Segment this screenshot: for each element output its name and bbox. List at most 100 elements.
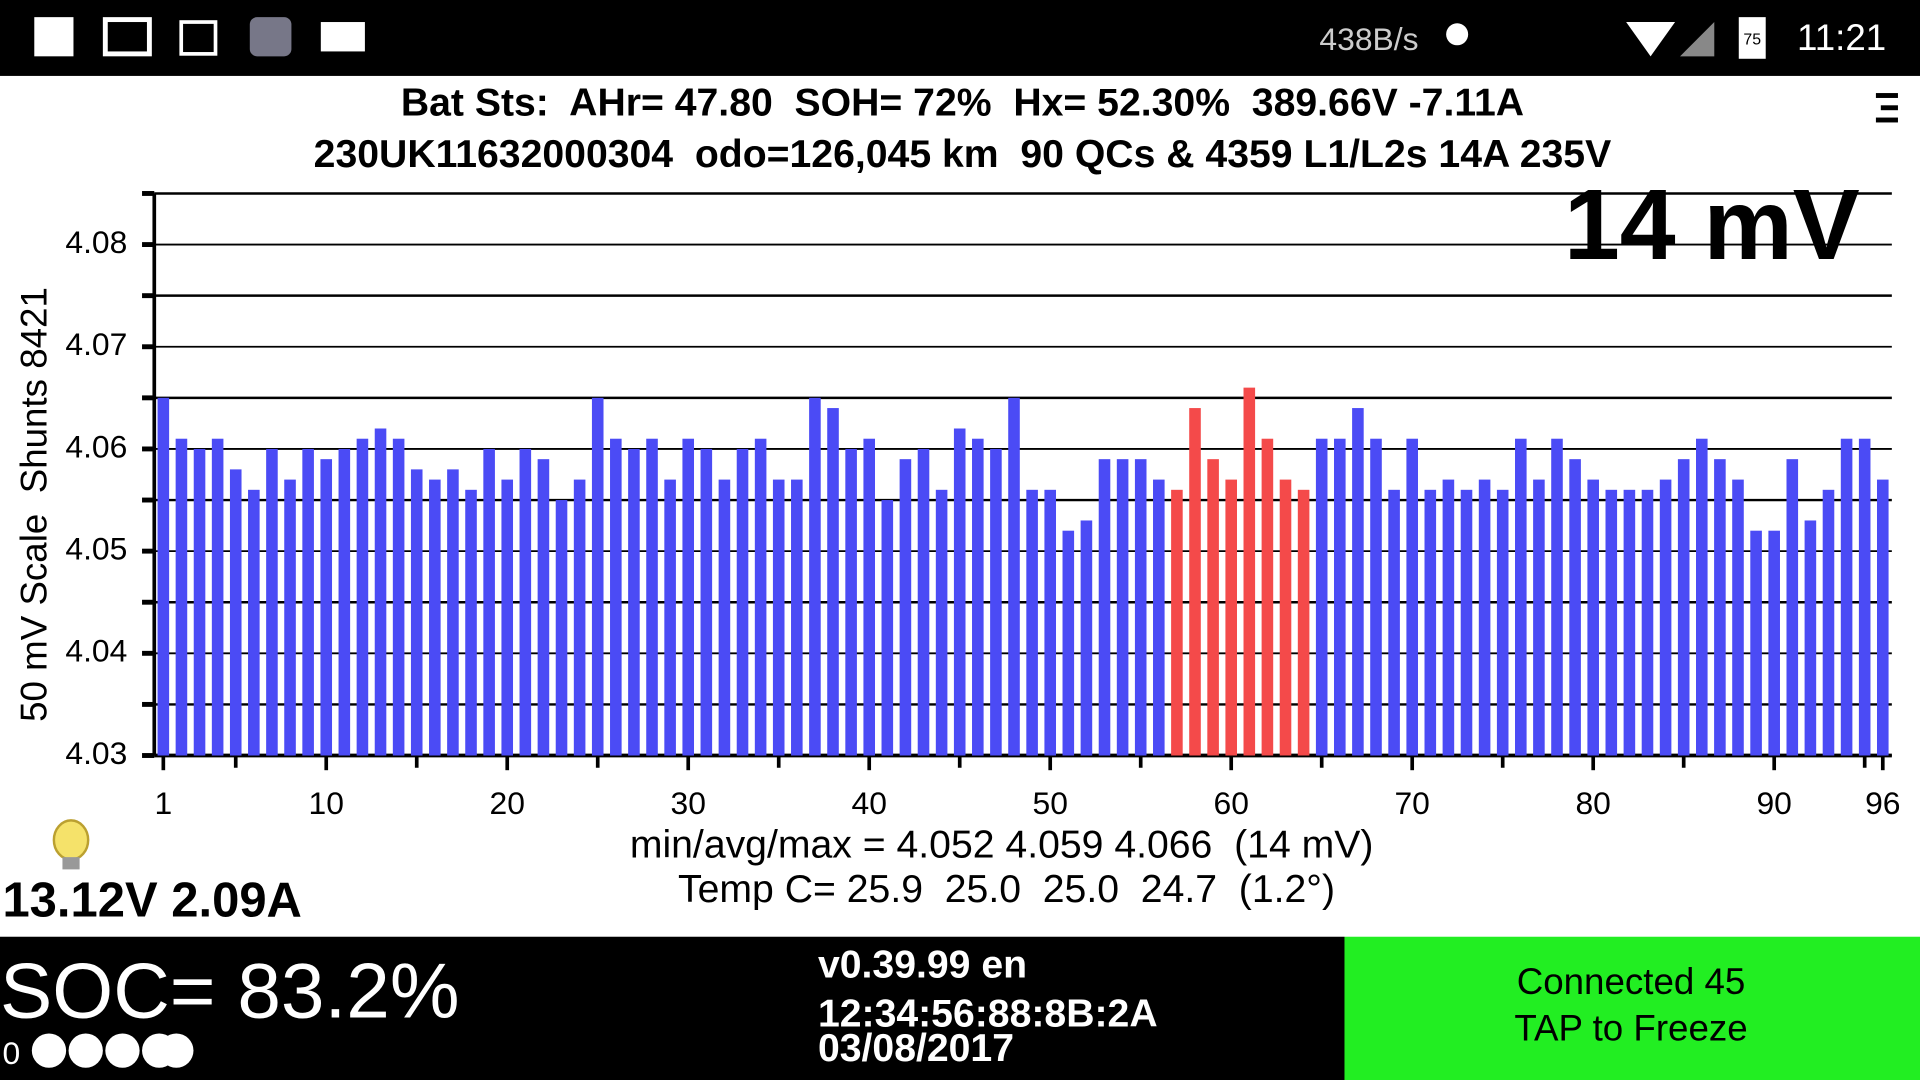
min-avg-max: min/avg/max = 4.052 4.059 4.066 (14 mV)	[630, 824, 1374, 867]
x-tick-label: 30	[671, 785, 706, 821]
bar	[320, 459, 333, 756]
bar	[519, 448, 532, 756]
bar	[175, 438, 188, 756]
gmail-icon	[102, 17, 152, 57]
dots-label: 0	[2, 1035, 20, 1071]
bar	[682, 438, 695, 756]
bar	[809, 397, 821, 756]
gallery-icon	[179, 20, 218, 56]
x-tick-label: 40	[852, 785, 887, 821]
bar	[972, 438, 984, 756]
header-line: 230UK11632000304 odo=126,045 km 90 QCs &…	[314, 133, 1612, 176]
bar	[1858, 438, 1871, 756]
bar	[899, 459, 912, 756]
bar	[1171, 489, 1183, 756]
y-tick-label: 4.05	[65, 531, 127, 567]
location-icon	[1446, 23, 1469, 46]
bar	[193, 448, 206, 756]
mac-address: 12:34:56:88:8B:2A	[818, 993, 1158, 1036]
menu-icon[interactable]	[1875, 93, 1898, 123]
bar	[1261, 438, 1274, 756]
bar	[1098, 459, 1111, 756]
app-icon	[249, 17, 292, 57]
bar	[1460, 489, 1473, 756]
bar	[791, 479, 803, 756]
bar	[664, 479, 676, 756]
bar	[1641, 489, 1654, 756]
dot	[68, 1033, 103, 1068]
bar	[465, 489, 477, 756]
x-tick-label: 50	[1033, 785, 1068, 821]
bar	[1786, 459, 1799, 756]
bar	[1442, 479, 1455, 756]
bar	[1822, 489, 1835, 756]
bar	[845, 448, 857, 756]
bar	[1225, 479, 1237, 756]
bar	[338, 448, 351, 756]
freeze-hint[interactable]: TAP to Freeze	[1514, 1008, 1747, 1049]
x-tick-label: 80	[1575, 785, 1610, 821]
bar	[1315, 438, 1328, 756]
header-line: Bat Sts: AHr= 47.80 SOH= 72% Hx= 52.30% …	[401, 82, 1524, 125]
bar	[1840, 438, 1853, 756]
bar	[953, 428, 966, 756]
version: v0.39.99 en	[818, 944, 1027, 987]
bar	[1515, 438, 1527, 756]
dot	[31, 1033, 67, 1068]
bar	[1026, 489, 1038, 756]
bar	[1659, 479, 1672, 756]
bar	[1605, 489, 1618, 756]
bar	[229, 469, 242, 756]
bar	[1623, 489, 1636, 756]
connection-status[interactable]: Connected 45	[1517, 961, 1746, 1002]
x-tick-label: 70	[1394, 785, 1429, 821]
status-bar	[0, 0, 1920, 76]
menu-bar[interactable]	[1875, 117, 1898, 123]
date: 03/08/2017	[818, 1027, 1014, 1070]
bar	[1696, 438, 1708, 756]
soc: SOC= 83.2%	[0, 946, 460, 1034]
bar	[700, 448, 713, 756]
bar	[356, 438, 369, 756]
bar	[1496, 489, 1509, 756]
bar	[248, 489, 260, 756]
bar	[827, 408, 839, 756]
x-tick-label: 90	[1756, 785, 1791, 821]
bar	[374, 428, 387, 756]
bar	[1080, 520, 1093, 756]
bar	[1334, 438, 1346, 756]
bar	[1768, 530, 1780, 756]
bar	[302, 448, 314, 756]
temperatures: Temp C= 25.9 25.0 25.0 24.7 (1.2°)	[678, 868, 1335, 911]
facebook-icon	[34, 17, 74, 57]
bar	[1424, 489, 1437, 756]
y-tick-label: 4.03	[65, 735, 127, 771]
bar	[736, 448, 749, 756]
bar	[157, 397, 170, 756]
chart: 96 90 80 70 60 50 40 30 20 10 1 4.08 4.07 4.06 4.05 4.0…	[13, 169, 1900, 821]
bar	[1189, 408, 1201, 756]
bulb	[52, 819, 90, 861]
y-tick-label: 4.07	[65, 326, 127, 362]
bar	[1207, 459, 1219, 756]
menu-bar[interactable]	[1880, 105, 1898, 111]
bar	[863, 438, 876, 756]
bar	[754, 438, 767, 756]
bar	[1677, 459, 1690, 756]
bar	[1876, 479, 1889, 756]
bar	[1551, 438, 1563, 756]
mail-icon	[320, 22, 365, 52]
bar	[610, 438, 622, 756]
bar	[1478, 479, 1491, 756]
bar	[917, 448, 930, 756]
bar	[1243, 387, 1256, 756]
menu-bar[interactable]	[1875, 93, 1898, 98]
battery-icon	[1738, 17, 1766, 59]
x-tick-label: 10	[309, 785, 344, 821]
bar	[591, 397, 604, 756]
connect-button[interactable]	[1344, 936, 1920, 1080]
y-tick-label: 4.08	[65, 224, 127, 260]
bar	[646, 438, 658, 756]
bar	[628, 448, 640, 756]
